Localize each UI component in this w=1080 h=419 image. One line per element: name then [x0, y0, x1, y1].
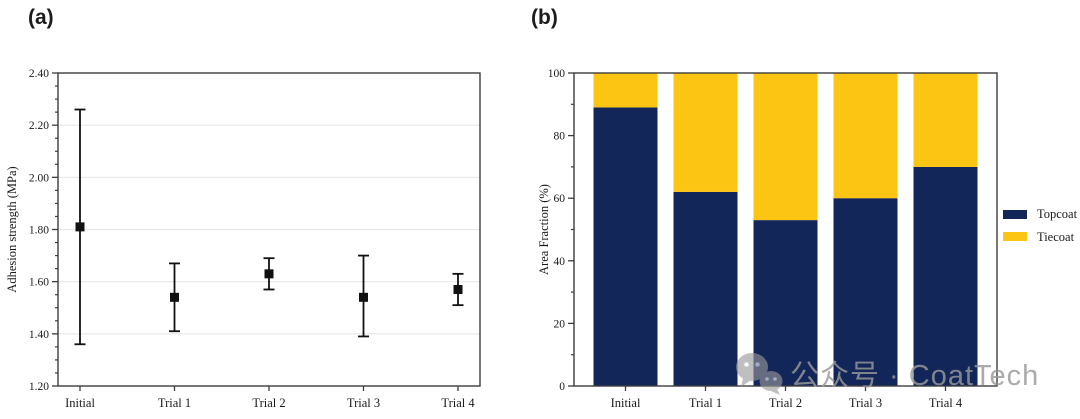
bar-segment-topcoat-initial: [593, 107, 658, 387]
y-tick-label: 1.40: [29, 329, 49, 341]
y-axis-label: Area Fraction (%): [537, 184, 551, 275]
y-tick-label: 2.40: [29, 68, 49, 80]
tiecoat-legend-label: Tiecoat: [1037, 229, 1075, 244]
x-tick-label: Trial 4: [929, 396, 963, 410]
legend-item-topcoat: Topcoat: [1003, 208, 1077, 221]
bar-segment-tiecoat-trial-4: [913, 73, 978, 167]
tiecoat-swatch: [1003, 232, 1027, 242]
data-point-marker: [264, 269, 274, 279]
y-tick-label: 0: [559, 381, 565, 393]
data-point-marker: [75, 222, 85, 232]
y-tick-label: 20: [554, 318, 566, 330]
y-tick-label: 60: [554, 193, 566, 205]
y-tick-label: 80: [554, 131, 566, 143]
data-point-marker: [453, 284, 463, 294]
bar-segment-topcoat-trial-3: [833, 198, 898, 386]
bar-segment-topcoat-trial-1: [673, 191, 738, 386]
bar-segment-tiecoat-trial-2: [753, 73, 818, 221]
bar-segment-topcoat-trial-2: [753, 220, 818, 386]
x-tick-label: Trial 2: [252, 396, 285, 410]
y-axis-label: Adhesion strength (MPa): [5, 166, 19, 292]
x-tick-label: Trial 3: [849, 396, 882, 410]
y-tick-label: 1.80: [29, 225, 49, 237]
panel-a-label: (a): [28, 6, 54, 29]
bar-segment-tiecoat-trial-3: [833, 73, 898, 199]
y-tick-label: 2.00: [29, 172, 49, 184]
x-tick-label: Initial: [611, 396, 641, 410]
plot-border: [57, 72, 481, 387]
bar-segment-topcoat-trial-4: [913, 166, 978, 386]
chart-legend: Topcoat Tiecoat: [1003, 208, 1077, 243]
x-tick-label: Trial 1: [158, 396, 191, 410]
x-tick-label: Trial 4: [441, 396, 475, 410]
x-tick-label: Trial 2: [769, 396, 802, 410]
y-tick-label: 2.20: [29, 120, 49, 132]
x-tick-label: Trial 1: [689, 396, 722, 410]
x-tick-label: Trial 3: [347, 396, 380, 410]
topcoat-swatch: [1003, 209, 1027, 219]
x-tick-label: Initial: [65, 396, 95, 410]
bar-segment-tiecoat-initial: [593, 73, 658, 108]
y-tick-label: 1.60: [29, 277, 49, 289]
y-tick-label: 1.20: [29, 381, 49, 393]
data-point-marker: [170, 292, 179, 302]
plot-border: [573, 72, 998, 387]
topcoat-legend-label: Topcoat: [1037, 207, 1078, 221]
legend-item-tiecoat: Tiecoat: [1003, 229, 1077, 244]
y-tick-label: 40: [554, 256, 566, 268]
y-tick-label: 100: [548, 68, 566, 80]
panel-b-label: (b): [531, 6, 558, 29]
bar-segment-tiecoat-trial-1: [673, 73, 738, 192]
data-point-marker: [359, 292, 368, 302]
